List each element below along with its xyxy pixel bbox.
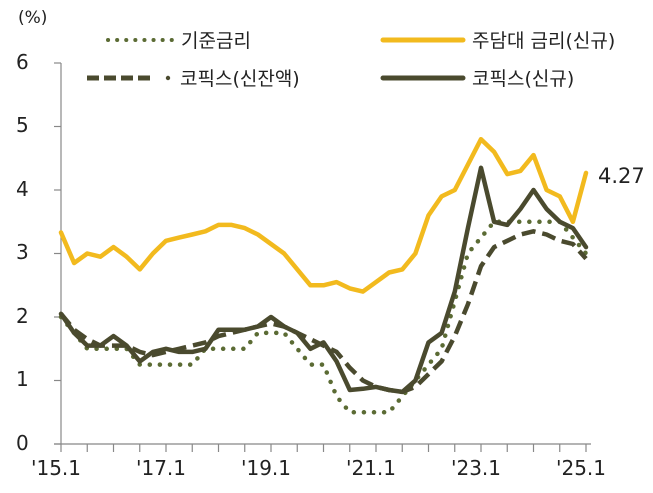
x-tick-label: '23.1	[450, 456, 502, 480]
solid-line-icon	[380, 37, 466, 42]
x-tick-label: '17.1	[135, 456, 187, 480]
y-tick-label: 0	[16, 431, 29, 455]
x-tick-label: '19.1	[240, 456, 292, 480]
legend-label: 코픽스(신규)	[472, 68, 575, 90]
legend-label: 주담대 금리(신규)	[472, 30, 616, 52]
y-axis-unit: (%)	[18, 8, 48, 28]
series-line	[58, 136, 589, 294]
series-line	[58, 165, 589, 395]
dotted-line-icon	[106, 37, 175, 42]
series-line	[59, 229, 588, 395]
x-tick-label: '21.1	[345, 456, 397, 480]
series-lines	[58, 136, 589, 415]
legend-cofix-balance: 코픽스(신잔액)	[84, 64, 300, 91]
y-tick-label: 2	[16, 304, 29, 328]
x-tick-label: '15.1	[30, 456, 82, 480]
y-tick-label: 6	[16, 50, 29, 74]
dashed-line-icon	[87, 75, 171, 80]
y-tick-label: 4	[16, 177, 29, 201]
legend-mortgage-rate: 주담대 금리(신규)	[380, 26, 615, 53]
legend-label: 기준금리	[181, 30, 251, 52]
legend-cofix-new: 코픽스(신규)	[380, 64, 574, 91]
axes	[54, 62, 591, 452]
legend-base-rate: 기준금리	[105, 26, 251, 53]
x-tick-label: '25.1	[555, 456, 607, 480]
end-value-label: 4.27	[598, 164, 645, 188]
y-tick-label: 3	[16, 240, 29, 264]
solid-line-icon	[380, 75, 466, 80]
series-line	[58, 219, 589, 415]
legend-label: 코픽스(신잔액)	[180, 68, 300, 90]
y-tick-label: 5	[16, 113, 29, 137]
y-tick-label: 1	[16, 367, 29, 391]
